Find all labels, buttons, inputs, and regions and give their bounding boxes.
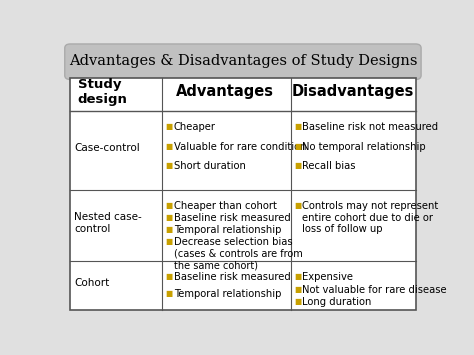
Text: Temporal relationship: Temporal relationship	[174, 225, 281, 235]
Text: Expensive: Expensive	[302, 272, 354, 282]
FancyBboxPatch shape	[70, 78, 416, 311]
Text: Valuable for rare condition: Valuable for rare condition	[174, 142, 306, 152]
Text: Not valuable for rare disease: Not valuable for rare disease	[302, 284, 447, 295]
Text: Temporal relationship: Temporal relationship	[174, 289, 281, 299]
Text: Decrease selection bias: Decrease selection bias	[174, 237, 292, 247]
Text: Case-control: Case-control	[74, 143, 140, 153]
Text: Cheaper than cohort: Cheaper than cohort	[174, 201, 277, 211]
Text: Advantages & Disadvantages of Study Designs: Advantages & Disadvantages of Study Desi…	[69, 54, 417, 68]
Text: ■: ■	[166, 142, 173, 151]
Text: Controls may not represent
entire cohort due to die or
loss of follow up: Controls may not represent entire cohort…	[302, 201, 438, 234]
Text: ■: ■	[166, 201, 173, 210]
Text: ■: ■	[294, 161, 301, 170]
Text: Baseline risk measured: Baseline risk measured	[174, 213, 291, 223]
Text: ■: ■	[294, 122, 301, 131]
Text: ■: ■	[166, 161, 173, 170]
Text: Baseline risk measured: Baseline risk measured	[174, 272, 291, 282]
Text: ■: ■	[166, 272, 173, 281]
Text: ■: ■	[166, 237, 173, 246]
Text: Cheaper: Cheaper	[174, 122, 216, 132]
Text: No temporal relationship: No temporal relationship	[302, 142, 426, 152]
Text: Baseline risk not measured: Baseline risk not measured	[302, 122, 438, 132]
Text: ■: ■	[166, 213, 173, 222]
Text: Long duration: Long duration	[302, 297, 372, 307]
Text: Disadvantages: Disadvantages	[292, 84, 414, 99]
Text: ■: ■	[294, 142, 301, 151]
Text: ■: ■	[166, 122, 173, 131]
Text: (cases & controls are from
the same cohort): (cases & controls are from the same coho…	[174, 248, 302, 270]
Text: ■: ■	[294, 284, 301, 294]
Text: ■: ■	[166, 289, 173, 297]
Text: Study
design: Study design	[78, 78, 128, 106]
Text: Cohort: Cohort	[74, 278, 109, 288]
Text: ■: ■	[294, 272, 301, 281]
Text: Short duration: Short duration	[174, 161, 246, 171]
Text: ■: ■	[294, 201, 301, 210]
Text: ■: ■	[294, 297, 301, 306]
Text: Nested case-
control: Nested case- control	[74, 212, 142, 234]
Text: ■: ■	[166, 225, 173, 234]
Text: Advantages: Advantages	[175, 84, 273, 99]
Text: Recall bias: Recall bias	[302, 161, 356, 171]
FancyBboxPatch shape	[65, 44, 421, 80]
